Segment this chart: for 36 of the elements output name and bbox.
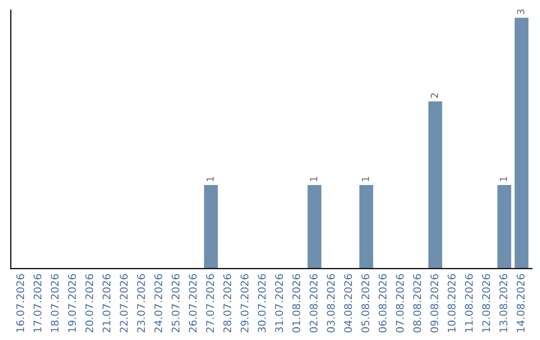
data-label: 3 [517,10,524,14]
x-tick-label: 02.08.2026 [310,274,318,332]
x-tick-label: 18.07.2026 [50,274,59,332]
x-tick-label: 04.08.2026 [344,274,352,332]
x-tick-label: 08.08.2026 [413,274,422,332]
x-tick-label: 19.07.2026 [68,274,76,332]
x-tick-label: 23.07.2026 [137,274,145,332]
x-tick-label: 09.08.2026 [430,274,438,332]
x-tick-label: 30.07.2026 [258,274,266,332]
x-tick-label: 31.07.2026 [275,274,283,332]
x-tick-label: 01.08.2026 [292,274,300,332]
x-tick-label: 10.08.2026 [448,274,456,332]
x-tick-label: 29.07.2026 [240,274,248,332]
x-tick-label: 03.08.2026 [326,274,335,332]
x-tick-label: 05.08.2026 [361,274,370,332]
x-tick-label: 27.07.2026 [206,274,214,332]
data-label: 1 [206,176,214,182]
x-tick-label: 07.08.2026 [396,274,404,332]
data-label: 2 [430,93,438,98]
x-tick-label: 06.08.2026 [378,274,387,332]
x-tick-label: 11.08.2026 [464,274,473,332]
x-tick-label: 13.08.2026 [499,274,508,332]
x-tick-label: 14.08.2026 [516,274,525,332]
x-tick-label: 17.07.2026 [34,274,42,332]
x-tick-label: 20.07.2026 [85,274,94,332]
x-tick-label: 16.07.2026 [16,274,24,332]
data-label: 1 [310,176,318,182]
data-label: 1 [362,176,369,182]
x-tick-label: 21.07.2026 [102,274,110,332]
x-tick-label: 25.07.2026 [172,274,180,332]
x-tick-label: 12.08.2026 [482,274,490,332]
x-tick-label: 22.07.2026 [120,274,128,332]
x-tick-label: 26.07.2026 [188,274,197,332]
x-tick-label: 24.07.2026 [154,274,162,332]
x-tick-label: 28.07.2026 [223,274,232,332]
data-label: 1 [500,176,507,182]
